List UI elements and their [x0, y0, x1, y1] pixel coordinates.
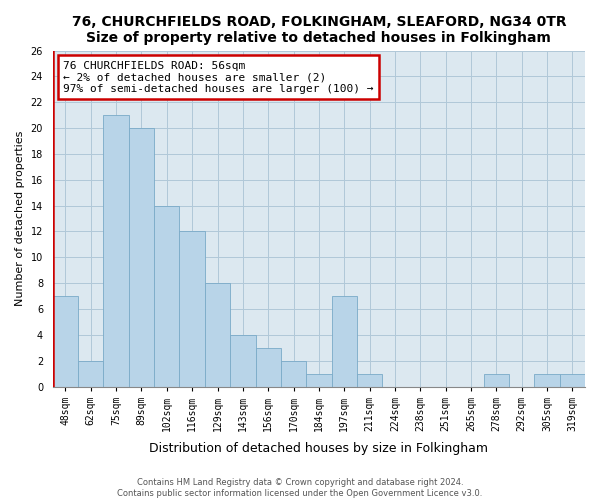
Bar [103, 115, 129, 386]
Bar [332, 296, 357, 386]
Bar [535, 374, 560, 386]
Bar [78, 361, 103, 386]
Y-axis label: Number of detached properties: Number of detached properties [15, 131, 25, 306]
Text: Contains HM Land Registry data © Crown copyright and database right 2024.
Contai: Contains HM Land Registry data © Crown c… [118, 478, 482, 498]
X-axis label: Distribution of detached houses by size in Folkingham: Distribution of detached houses by size … [149, 442, 488, 455]
Text: 76 CHURCHFIELDS ROAD: 56sqm
← 2% of detached houses are smaller (2)
97% of semi-: 76 CHURCHFIELDS ROAD: 56sqm ← 2% of deta… [64, 60, 374, 94]
Bar [129, 128, 154, 386]
Bar [357, 374, 382, 386]
Bar [230, 335, 256, 386]
Bar [256, 348, 281, 387]
Bar [281, 361, 306, 386]
Title: 76, CHURCHFIELDS ROAD, FOLKINGHAM, SLEAFORD, NG34 0TR
Size of property relative : 76, CHURCHFIELDS ROAD, FOLKINGHAM, SLEAF… [71, 15, 566, 45]
Bar [205, 283, 230, 387]
Bar [306, 374, 332, 386]
Bar [53, 296, 78, 386]
Bar [560, 374, 585, 386]
Bar [484, 374, 509, 386]
Bar [154, 206, 179, 386]
Bar [179, 232, 205, 386]
